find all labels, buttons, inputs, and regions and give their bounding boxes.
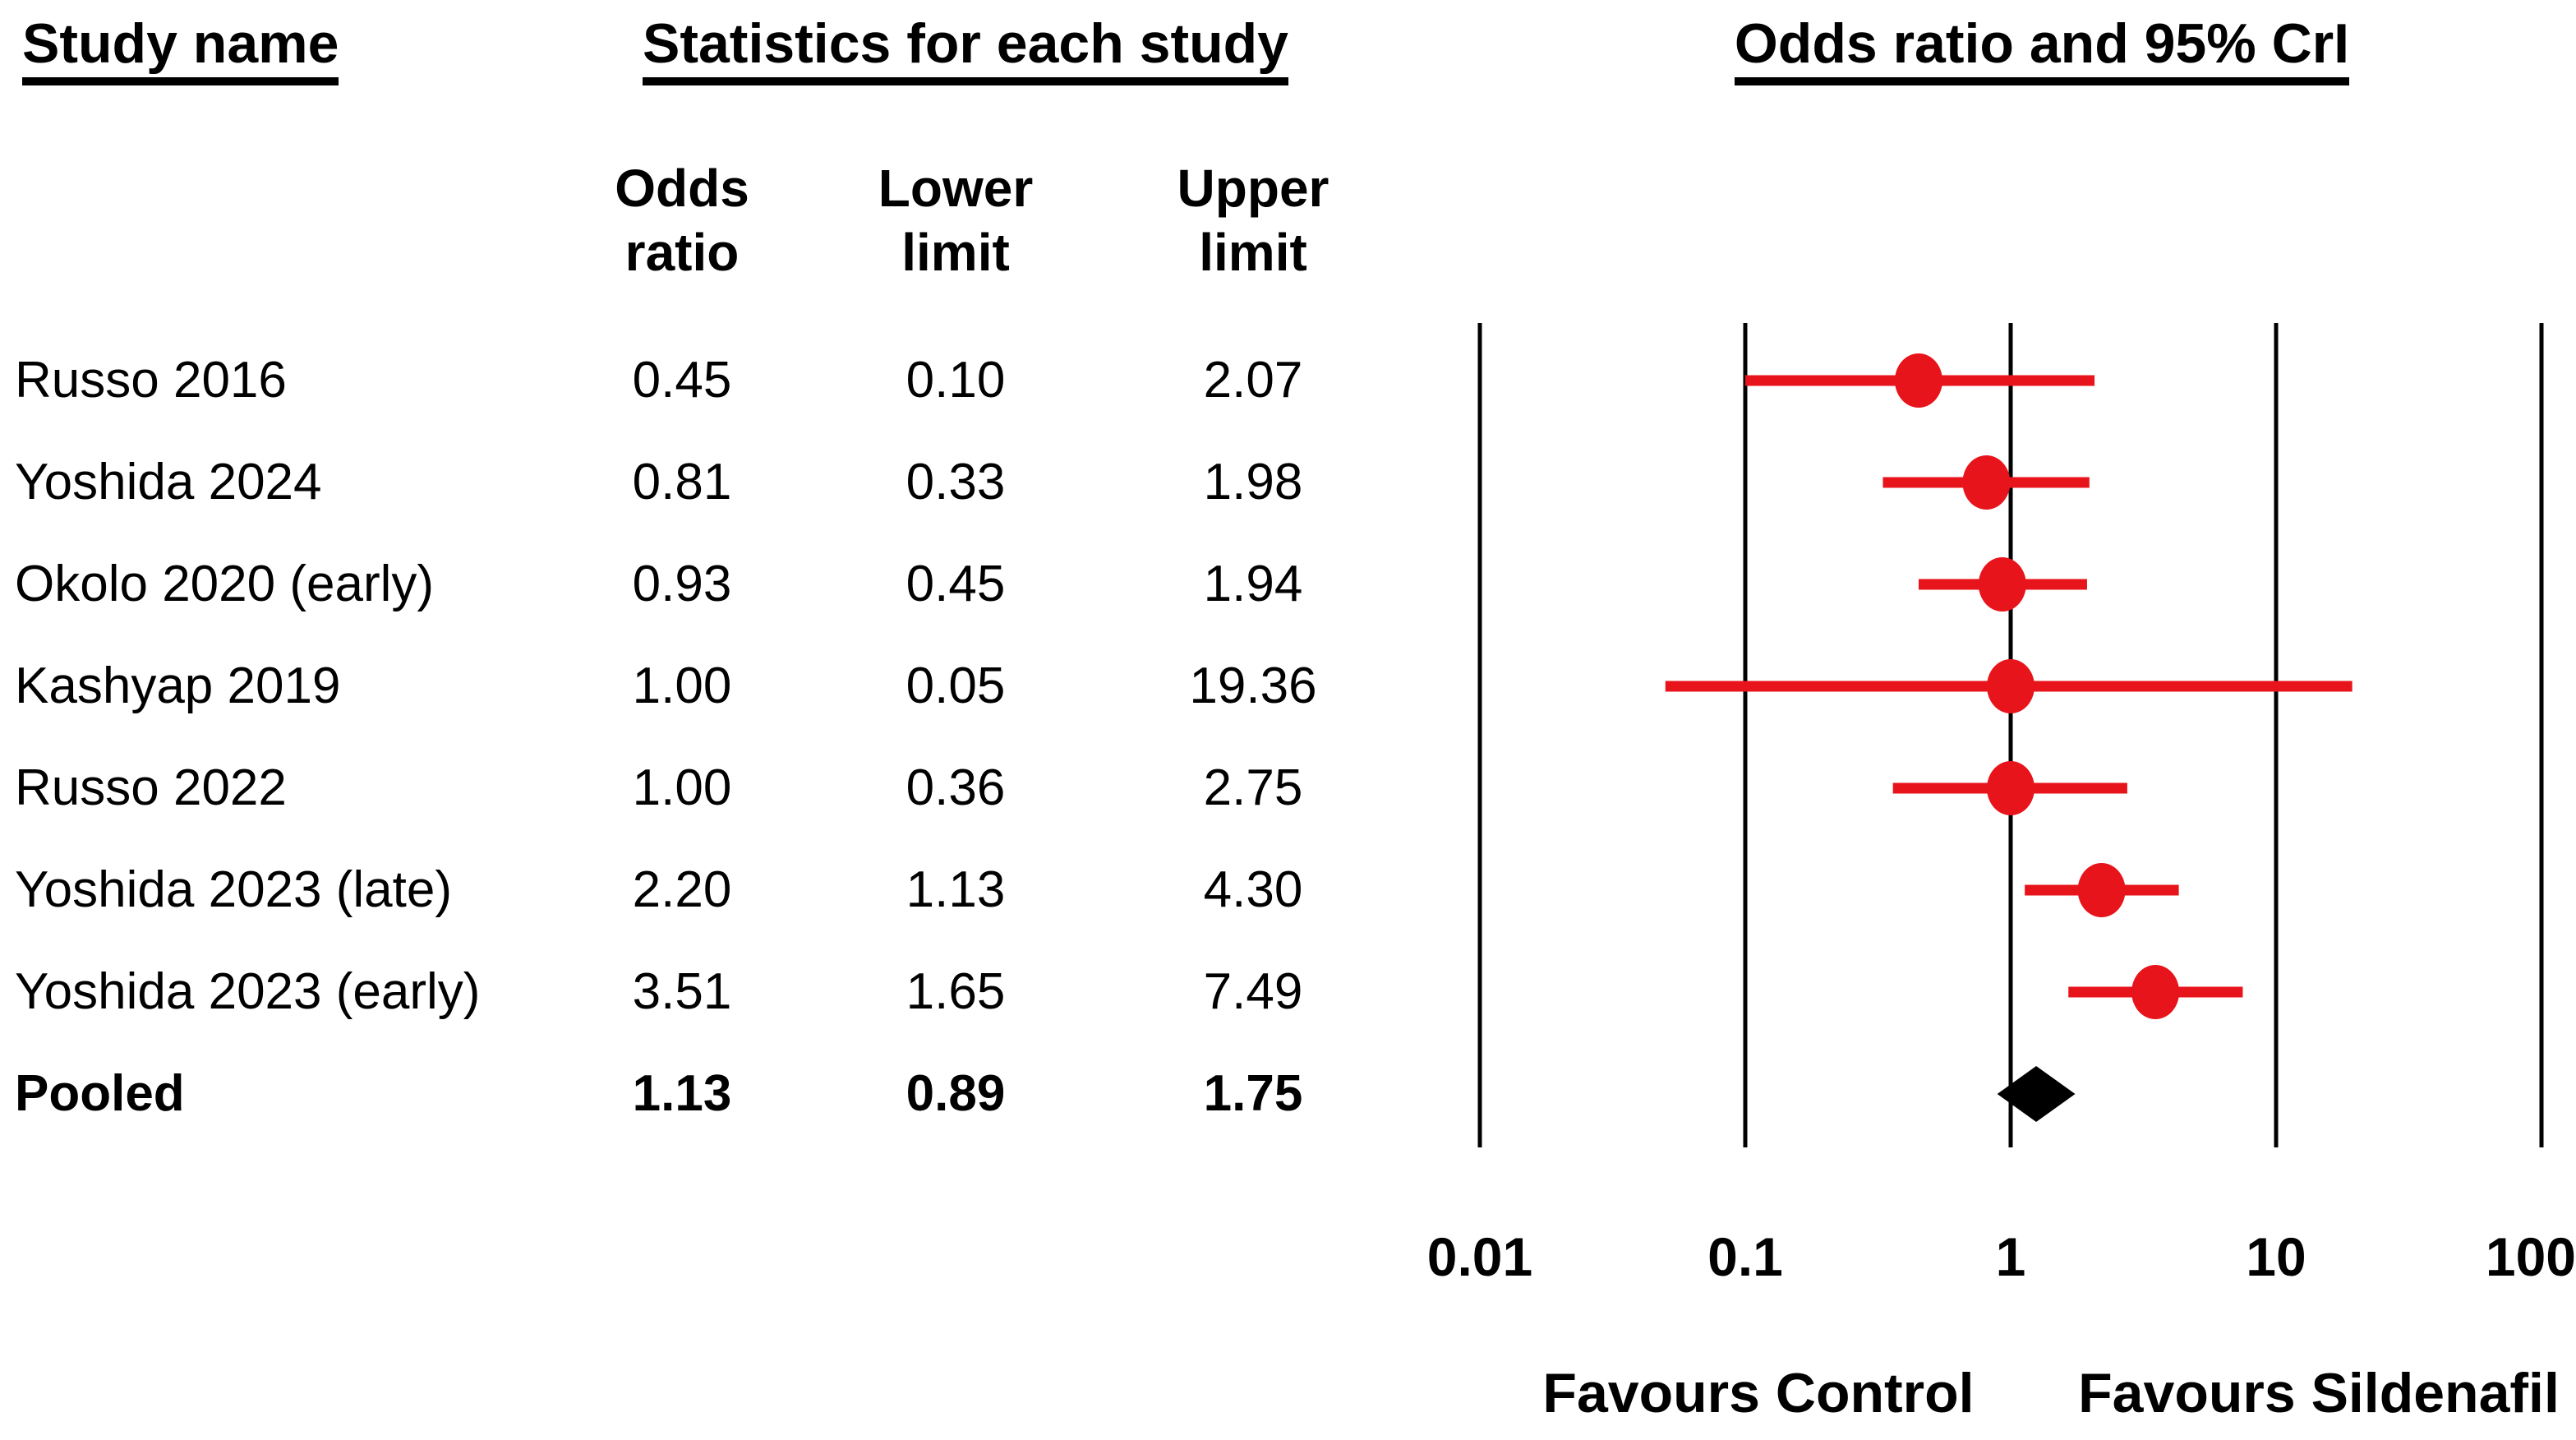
odds-ratio-cell: 2.20 [632,861,732,918]
column-subheader-line: ratio [624,223,740,282]
study-name-cell: Pooled [15,1065,185,1122]
favours-sildenafil-label: Favours Sildenafil [2078,1362,2560,1424]
table-row: Kashyap 2019 1.00 0.05 19.36 [0,648,2576,724]
odds-ratio-cell: 3.51 [632,963,732,1020]
study-name-cell: Okolo 2020 (early) [15,556,435,612]
or-marker-1 [1962,455,2011,510]
lower-limit-cell: 0.33 [906,454,1006,510]
odds-ratio-cell: 1.00 [632,759,732,816]
odds-ratio-cell: 0.93 [632,556,732,612]
study-name-cell: Russo 2016 [15,352,287,408]
x-tick-label: 0.1 [1707,1226,1783,1287]
odds-ratio-cell: 0.81 [632,454,732,510]
table-row: Yoshida 2023 (early) 3.51 1.65 7.49 [0,954,2576,1030]
upper-limit-cell: 19.36 [1189,658,1317,714]
or-marker-6 [2131,965,2180,1019]
statistics-header: Statistics for each study [633,12,1298,85]
table-row: Pooled 1.13 0.89 1.75 [0,1056,2576,1132]
study-name-cell: Russo 2022 [15,759,287,816]
upper-limit-cell: 2.75 [1203,759,1303,816]
table-row: Russo 2022 1.00 0.36 2.75 [0,750,2576,826]
favours-control-label: Favours Control [1542,1362,1975,1424]
or-marker-2 [1978,557,2026,612]
pooled-diamond [1997,1066,2076,1122]
table-row: Russo 2016 0.45 0.10 2.07 [0,343,2576,418]
upper-limit-cell: 4.30 [1203,861,1303,918]
or-marker-0 [1894,353,1942,408]
odds-ratio-plot-header: Odds ratio and 95% CrI [1713,12,2371,85]
lower-limit-cell: 0.36 [906,759,1006,816]
study-name-cell: Yoshida 2024 [15,454,322,510]
column-subheader: Lower limit [816,156,1095,284]
study-name-cell: Yoshida 2023 (late) [15,861,452,918]
study-name-cell: Kashyap 2019 [15,658,341,714]
table-row: Yoshida 2024 0.81 0.33 1.98 [0,445,2576,520]
or-marker-4 [1987,761,2035,815]
x-tick-label: 100 [2485,1226,2576,1287]
x-tick-label: 10 [2246,1226,2306,1287]
table-row: Yoshida 2023 (late) 2.20 1.13 4.30 [0,852,2576,928]
odds-ratio-cell: 0.45 [632,352,732,408]
lower-limit-cell: 1.13 [906,861,1006,918]
odds-ratio-plot-header-text: Odds ratio and 95% CrI [1734,12,2350,85]
column-subheader-line: Odds [615,159,749,218]
column-subheader: Upper limit [1113,156,1393,284]
column-subheader-line: Lower [878,159,1034,218]
odds-ratio-cell: 1.13 [632,1065,732,1122]
lower-limit-cell: 1.65 [906,963,1006,1020]
column-subheader-line: Upper [1177,159,1329,218]
lower-limit-cell: 0.05 [906,658,1006,714]
statistics-header-text: Statistics for each study [642,12,1289,85]
odds-ratio-cell: 1.00 [632,658,732,714]
upper-limit-cell: 1.94 [1203,556,1303,612]
lower-limit-cell: 0.10 [906,352,1006,408]
lower-limit-cell: 0.45 [906,556,1006,612]
lower-limit-cell: 0.89 [906,1065,1006,1122]
study-name-header: Study name [22,12,339,85]
upper-limit-cell: 7.49 [1203,963,1303,1020]
column-subheader: Odds ratio [542,156,822,284]
upper-limit-cell: 2.07 [1203,352,1303,408]
study-name-cell: Yoshida 2023 (early) [15,963,481,1020]
x-tick-label: 0.01 [1426,1226,1533,1287]
or-marker-5 [2077,863,2126,917]
column-subheader-line: limit [901,223,1010,282]
table-row: Okolo 2020 (early) 0.93 0.45 1.94 [0,547,2576,622]
x-tick-label: 1 [1995,1226,2026,1287]
upper-limit-cell: 1.75 [1203,1065,1303,1122]
study-name-header-text: Study name [22,12,339,85]
upper-limit-cell: 1.98 [1203,454,1303,510]
or-marker-3 [1987,659,2035,713]
column-subheader-line: limit [1199,223,1307,282]
